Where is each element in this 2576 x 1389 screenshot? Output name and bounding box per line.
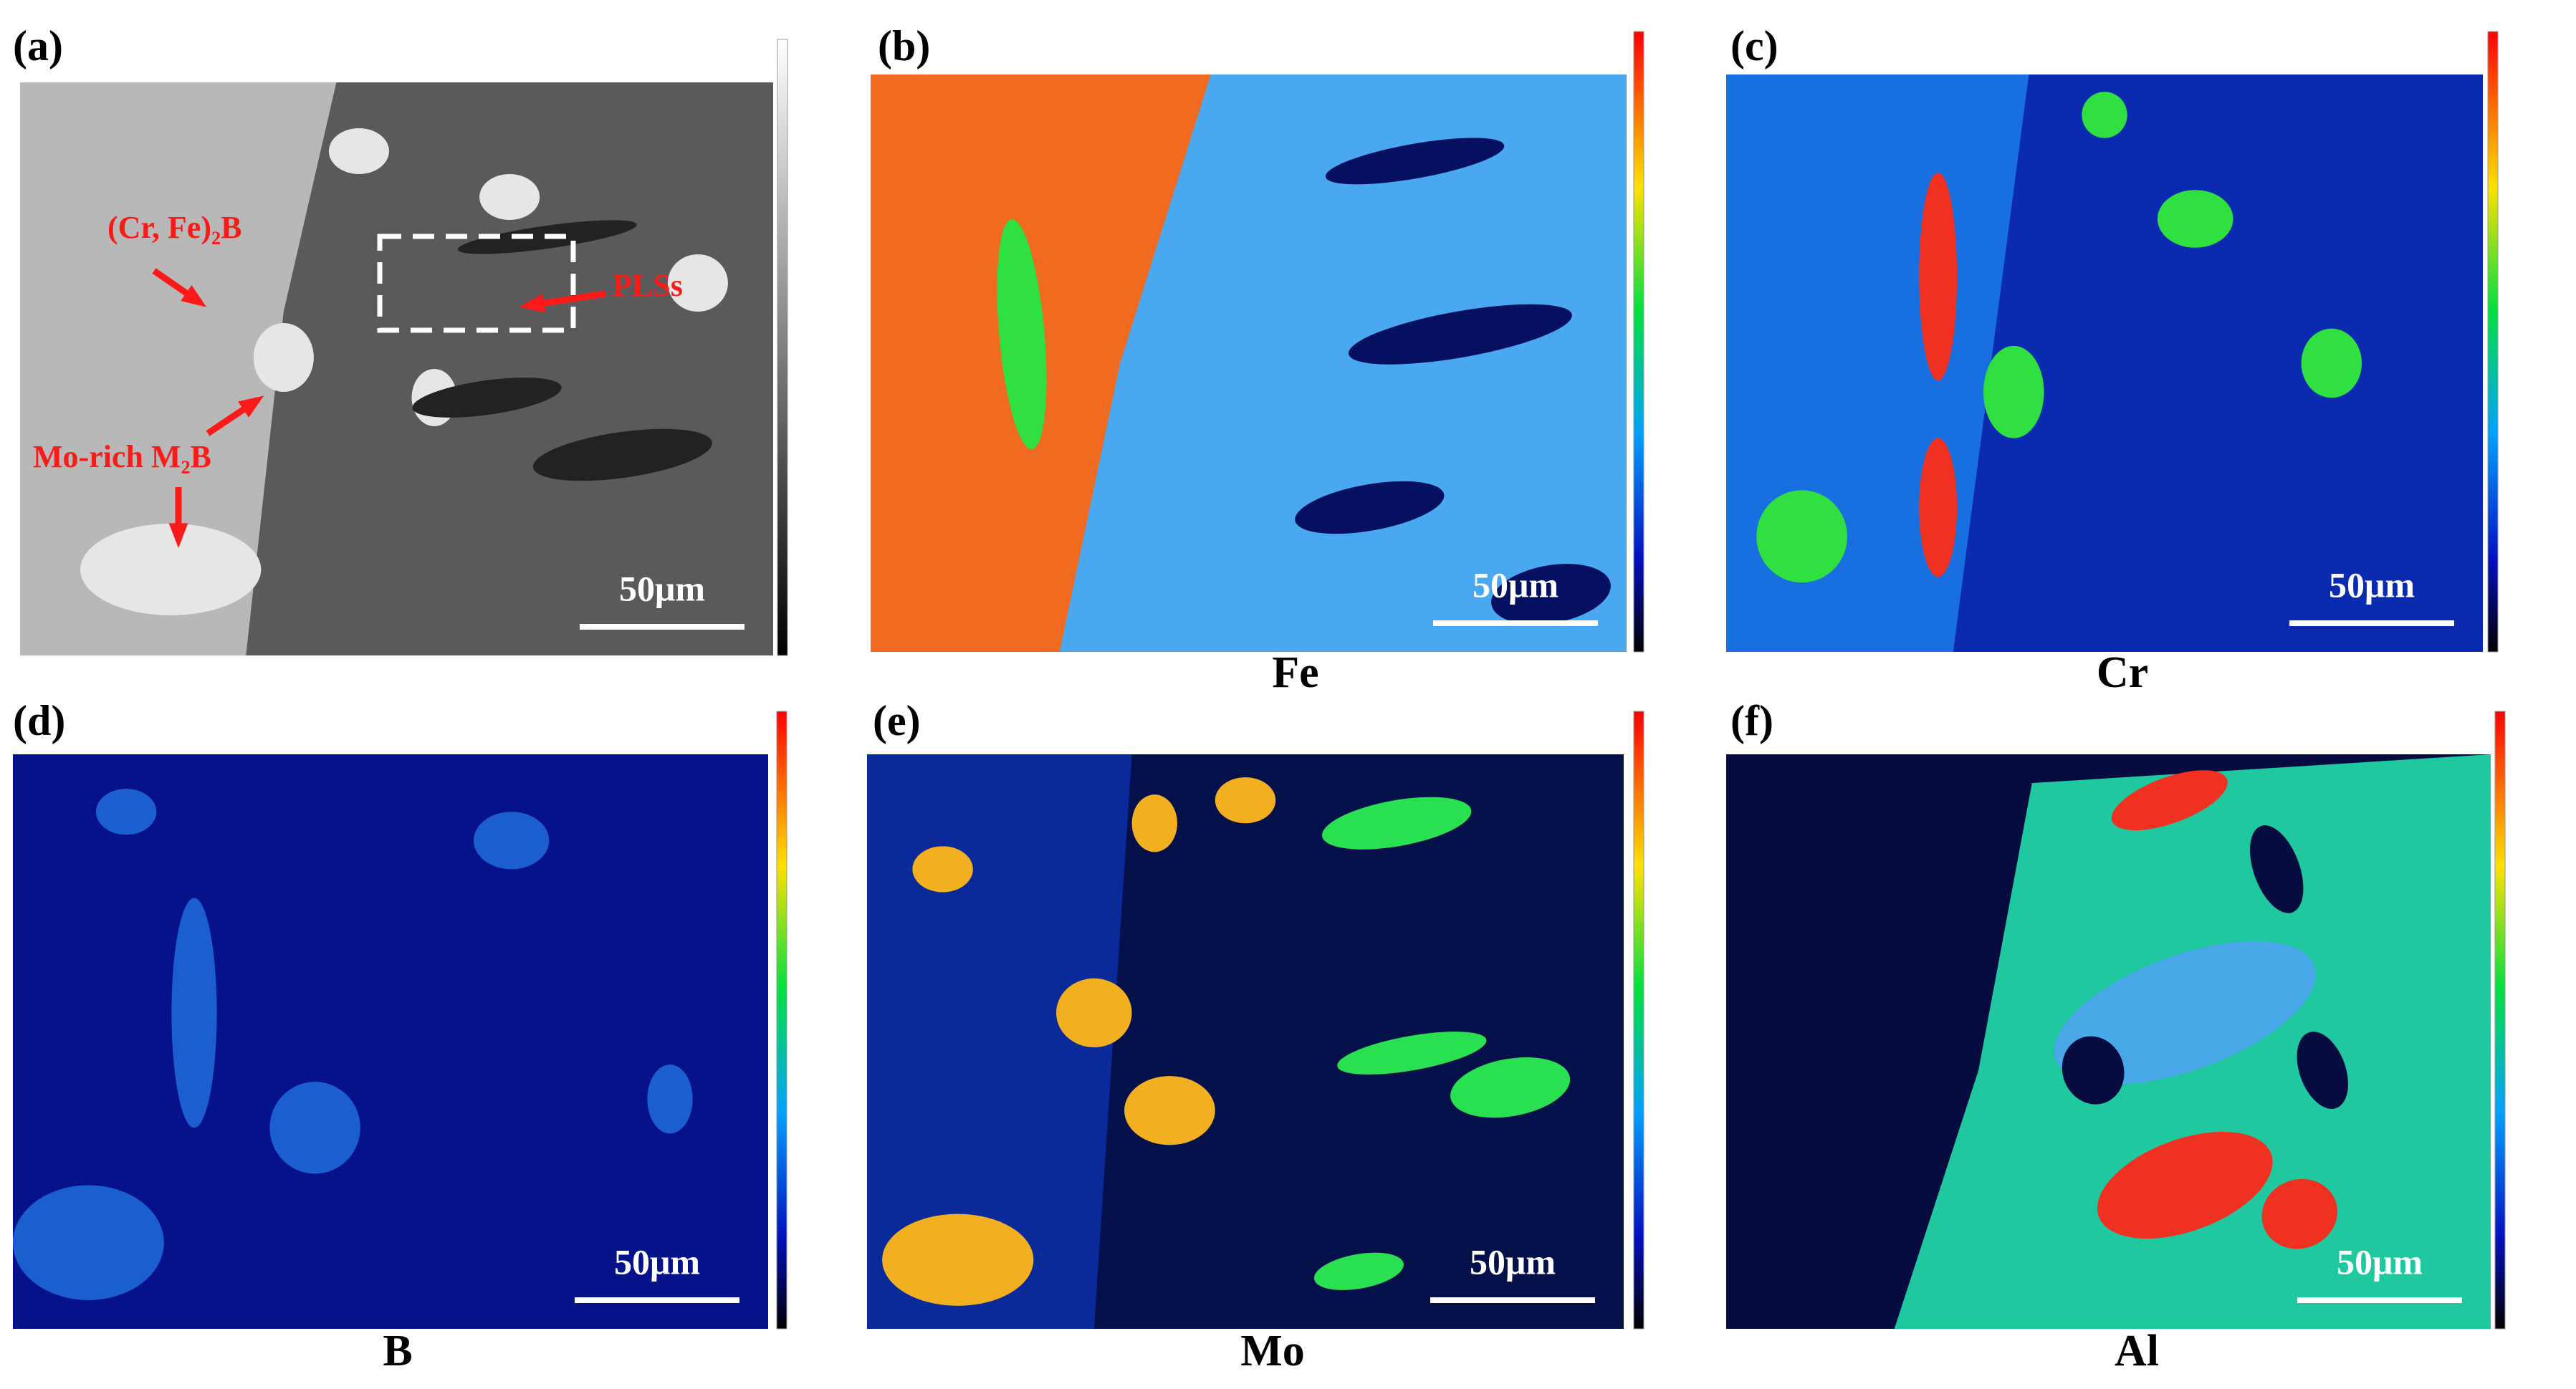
map-region <box>2297 1032 2348 1109</box>
map-region <box>1491 564 1611 625</box>
map-region <box>1756 490 1847 583</box>
map-region <box>1295 481 1445 534</box>
arrow-head <box>168 523 188 548</box>
element-label: Fe <box>1272 648 1318 697</box>
colorbar <box>776 711 787 1330</box>
map-region <box>1056 978 1132 1048</box>
element-label: B <box>383 1327 412 1375</box>
scale-bar-label: 50μm <box>619 568 705 608</box>
panel: (e) 50μm Mo <box>867 697 1644 1375</box>
colorbar <box>777 39 788 656</box>
colorbar <box>1633 711 1644 1330</box>
panel-label: (d) <box>13 697 65 744</box>
element-label: Mo <box>1240 1327 1305 1375</box>
panel-label: (b) <box>878 22 930 69</box>
map-region <box>1983 345 2044 438</box>
colorbar <box>2494 711 2506 1330</box>
map-region <box>269 1082 360 1174</box>
map-region <box>882 1213 1034 1306</box>
scale-bar-label: 50μm <box>614 1241 700 1282</box>
map-region <box>1215 777 1276 824</box>
arrow-head <box>181 284 207 307</box>
map-region <box>80 524 262 615</box>
map-region <box>1348 304 1572 365</box>
map-region <box>2261 1178 2338 1249</box>
map-region <box>13 1185 164 1300</box>
map-region <box>479 174 540 220</box>
panel-label: (e) <box>873 697 921 744</box>
map-region <box>253 323 314 392</box>
map-region <box>1325 138 1505 185</box>
map-region <box>2157 190 2233 248</box>
scale-bar-label: 50μm <box>1473 564 1558 605</box>
region-box <box>377 234 576 333</box>
map-region <box>2301 328 2362 398</box>
map-region <box>1313 1252 1404 1290</box>
map-region <box>412 378 562 418</box>
element-label: Cr <box>2097 648 2148 697</box>
colorbar <box>1633 31 1644 653</box>
map-region <box>2097 1131 2273 1239</box>
scale-bar-label: 50μm <box>2337 1241 2423 1282</box>
annotation: PLSs <box>613 268 683 303</box>
panel: (a) 50μm <box>13 22 788 656</box>
map-region <box>1450 1057 1571 1118</box>
arrow-head <box>238 395 264 418</box>
scale-bar-label: 50μm <box>2329 564 2415 605</box>
panel-label: (f) <box>1730 697 1773 744</box>
map-region <box>1919 173 1958 381</box>
map-region <box>912 846 973 893</box>
annotation: Mo-rich M₂B <box>33 439 211 474</box>
panel-label: (c) <box>1730 22 1778 69</box>
map-region <box>473 812 550 870</box>
panel-label: (a) <box>13 22 63 69</box>
map-region <box>2082 92 2127 138</box>
colorbar <box>2487 31 2499 653</box>
map-region <box>1131 794 1177 852</box>
map-region <box>1337 1032 1487 1075</box>
panel: (d) 50μm B <box>13 697 787 1375</box>
map-region <box>328 128 389 174</box>
map-region <box>2054 941 2316 1085</box>
map-region <box>667 254 728 312</box>
map-region <box>2250 825 2304 913</box>
scale-bar-label: 50μm <box>1470 1241 1556 1282</box>
map-region <box>647 1064 693 1134</box>
map-region <box>867 754 1132 1329</box>
map-region <box>1322 797 1472 850</box>
annotation: (Cr, Fe)₂B <box>107 210 242 245</box>
map-region <box>1124 1076 1215 1145</box>
element-label: Al <box>2115 1327 2159 1375</box>
arrow-head <box>519 293 546 313</box>
map-region <box>997 219 1047 450</box>
map-region <box>532 428 712 481</box>
map-region <box>1919 438 1958 577</box>
panel: (b) 50μm Fe <box>871 22 1644 697</box>
panel: (c) 50μm Cr <box>1726 22 2499 697</box>
micrograph-region <box>20 82 337 655</box>
map-region <box>2062 1036 2125 1105</box>
map-region <box>2111 770 2228 831</box>
map-region <box>95 789 157 835</box>
map-region <box>171 898 217 1128</box>
panel: (f) 50μm Al <box>1726 697 2506 1375</box>
